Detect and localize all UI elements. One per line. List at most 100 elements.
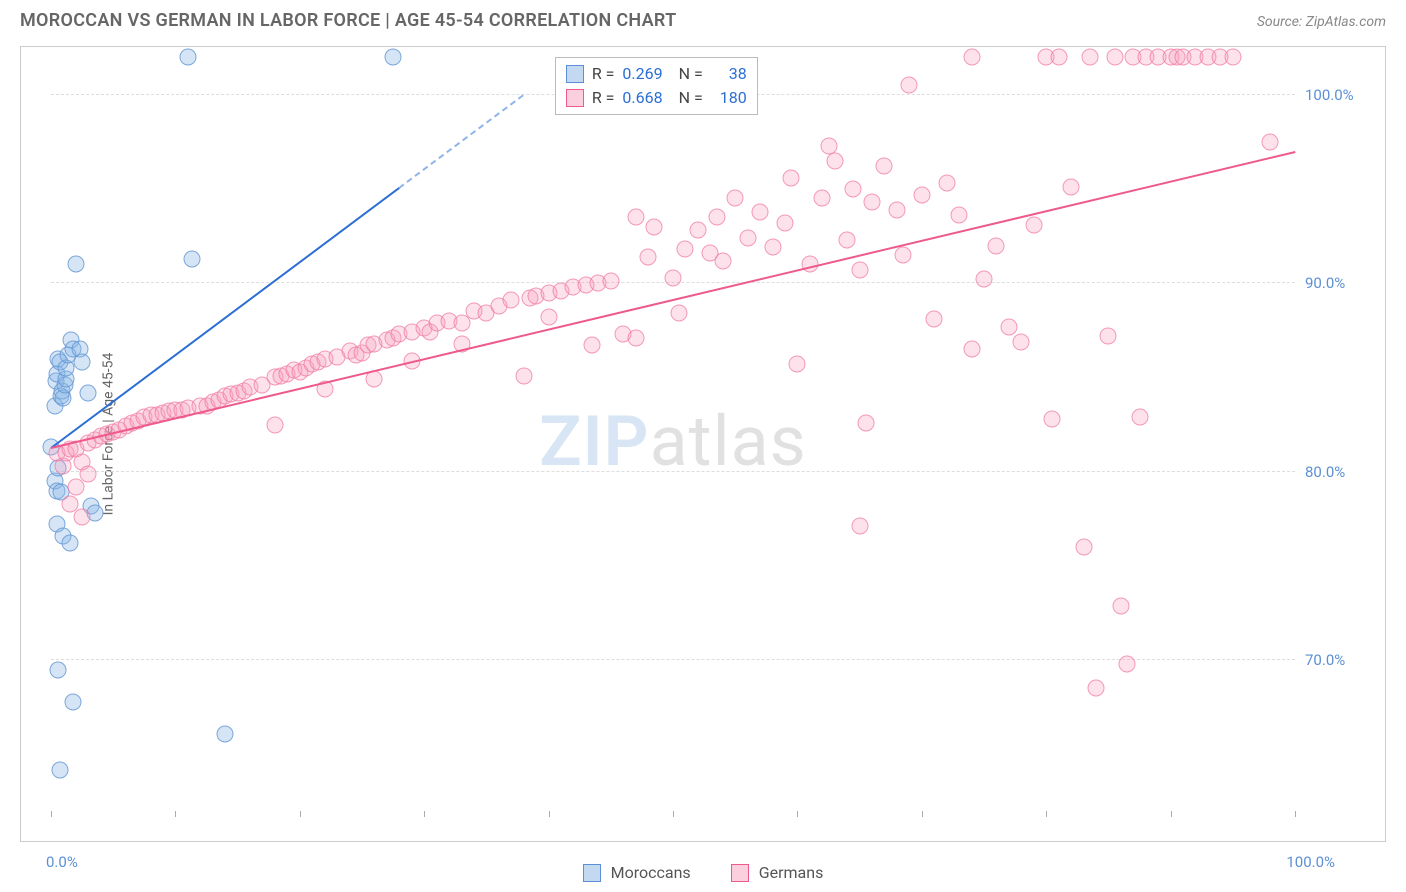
data-point [677,241,694,258]
data-point [814,190,831,207]
data-point [826,152,843,169]
y-tick-label: 90.0% [1305,274,1375,292]
data-point [1044,410,1061,427]
data-point [938,175,955,192]
data-point [864,194,881,211]
trend-line [399,94,525,188]
data-point [1050,49,1067,66]
x-tick [673,811,674,817]
data-point [80,465,97,482]
data-point [67,478,84,495]
data-point [901,77,918,94]
data-point [67,256,84,273]
data-point [789,356,806,373]
data-point [851,518,868,535]
data-point [739,229,756,246]
x-tick [300,811,301,817]
stat-label-n: N = [679,62,703,86]
data-point [976,271,993,288]
x-tick [51,811,52,817]
chart-title: MOROCCAN VS GERMAN IN LABOR FORCE | AGE … [20,10,676,31]
legend-swatch-blue [583,864,601,882]
data-point [963,49,980,66]
data-point [61,535,78,552]
legend-label: Germans [759,863,824,882]
data-point [671,305,688,322]
data-point [627,329,644,346]
stats-box: R =0.269N =38R =0.668N =180 [555,57,758,115]
legend-item-germans: Germans [731,863,824,882]
data-point [65,693,82,710]
stats-swatch [566,89,584,107]
data-point [602,273,619,290]
data-point [646,218,663,235]
data-point [540,309,557,326]
data-point [876,158,893,175]
data-point [857,414,874,431]
data-point [179,49,196,66]
x-tick [1295,811,1296,817]
data-point [80,384,97,401]
source-label: Source: ZipAtlas.com [1257,14,1386,30]
data-point [266,416,283,433]
stat-value-n: 38 [711,62,747,86]
data-point [1000,318,1017,335]
legend-item-moroccans: Moroccans [583,863,691,882]
x-tick [1171,811,1172,817]
y-tick-label: 80.0% [1305,463,1375,481]
plot-area: In Labor Force | Age 45-54 ZIPatlas 70.0… [51,57,1295,811]
data-point [74,508,91,525]
data-point [1106,49,1123,66]
data-point [1131,409,1148,426]
data-point [515,367,532,384]
data-point [1119,655,1136,672]
gridline [51,659,1295,660]
gridline [51,471,1295,472]
data-point [988,237,1005,254]
stats-row: R = 0.269 N = 38 [566,62,747,86]
x-tick [1046,811,1047,817]
data-point [845,180,862,197]
data-point [1063,179,1080,196]
trend-line [50,187,400,449]
data-point [640,248,657,265]
data-point [217,725,234,742]
data-point [839,231,856,248]
data-point [689,222,706,239]
y-tick-label: 70.0% [1305,651,1375,669]
data-point [851,262,868,279]
stat-label-n: N = [679,86,703,110]
data-point [503,292,520,309]
x-tick [922,811,923,817]
data-point [627,209,644,226]
data-point [584,337,601,354]
data-point [888,201,905,218]
legend-label: Moroccans [611,863,691,882]
data-point [74,354,91,371]
legend-swatch-pink [731,864,749,882]
data-point [1262,133,1279,150]
data-point [665,269,682,286]
data-point [1087,680,1104,697]
data-point [1081,49,1098,66]
stat-value-r: 0.269 [622,62,662,86]
y-tick-label: 100.0% [1305,86,1375,104]
stats-swatch [566,65,584,83]
data-point [50,661,67,678]
x-tick [797,811,798,817]
trend-line [51,151,1295,449]
data-point [183,250,200,267]
data-point [926,311,943,328]
data-point [764,239,781,256]
data-point [951,207,968,224]
data-point [727,190,744,207]
stat-label-r: R = [592,86,615,110]
data-point [752,203,769,220]
data-point [783,169,800,186]
x-tick [549,811,550,817]
chart-container: In Labor Force | Age 45-54 ZIPatlas 70.0… [20,46,1386,842]
stat-label-r: R = [592,62,615,86]
bottom-legend: Moroccans Germans [0,863,1406,882]
data-point [895,246,912,263]
data-point [714,252,731,269]
